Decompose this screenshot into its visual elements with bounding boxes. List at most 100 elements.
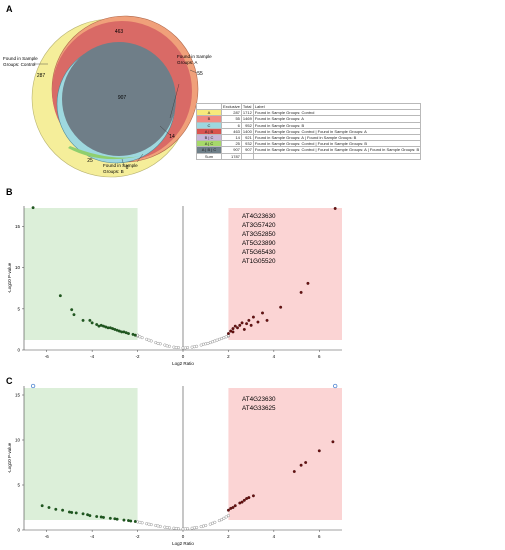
ns-point	[156, 341, 160, 345]
up-point	[299, 463, 303, 467]
table-row: C 6 952 Found in Sample Groups: B	[196, 121, 422, 129]
panel-letter-c: C	[6, 376, 13, 386]
down-point	[99, 515, 103, 519]
gene-annotation: AT3G57420	[242, 222, 276, 229]
panel-letter-a: A	[6, 4, 13, 14]
table-cell-label: Found in Sample Groups: B	[252, 121, 422, 129]
venn-count-a-only: 55	[197, 71, 203, 77]
x-tick-label: 4	[273, 354, 276, 359]
venn-set-label-b-line2: Groups: B	[103, 169, 124, 174]
upregulated-region	[228, 208, 342, 340]
table-cell-key: B	[196, 115, 222, 123]
table-cell-key: A	[196, 109, 222, 117]
ns-point	[156, 524, 160, 528]
table-header-exclusive: Exclusive	[221, 102, 242, 111]
up-point	[256, 320, 260, 324]
table-header-key	[196, 102, 222, 111]
down-point	[95, 515, 99, 518]
x-tick-label: -6	[45, 534, 49, 539]
y-tick-label: 0	[17, 528, 20, 533]
x-tick-label: 0	[182, 534, 185, 539]
venn-region-b-control	[68, 146, 140, 160]
down-point	[70, 308, 74, 312]
venn-count-all: 907	[118, 95, 127, 101]
gene-annotation: AT4G33625	[242, 405, 276, 412]
table-cell-key: A | C	[196, 140, 222, 148]
up-point	[292, 470, 296, 473]
ns-point	[215, 338, 219, 342]
venn-set-label-b: Found in Sample Groups: B	[103, 163, 139, 174]
gene-annotation: AT1G05520	[242, 258, 276, 265]
table-row: A | C 25 932 Found in Sample Groups: Con…	[196, 140, 422, 148]
up-point	[304, 461, 308, 464]
downregulated-region	[24, 208, 138, 340]
table-cell-total: 1469	[240, 115, 254, 123]
ns-point	[147, 338, 151, 342]
ns-point	[165, 344, 169, 348]
up-point	[240, 321, 244, 325]
ns-point	[211, 521, 215, 525]
venn-set-label-a: Found in Sample Groups: A	[177, 54, 213, 65]
leader-line-a-label	[169, 83, 180, 119]
table-cell-label: Found in Sample Groups: Control | Found …	[252, 127, 422, 136]
table-body: A 287 1712 Found in Sample Groups: Contr…	[196, 109, 422, 160]
up-point	[331, 440, 335, 444]
down-point	[122, 518, 126, 522]
table-row: Sum 1787	[196, 152, 422, 160]
up-point	[279, 305, 283, 309]
ns-point	[201, 342, 205, 346]
down-point	[104, 325, 108, 329]
down-point	[97, 324, 101, 328]
table-header-label: Label	[252, 102, 422, 111]
table-cell-key: A | B	[196, 127, 222, 136]
up-point	[233, 324, 237, 328]
down-point	[58, 294, 62, 298]
downregulated-region	[24, 388, 138, 520]
y-tick-label: 15	[15, 393, 21, 398]
table-cell-key: A | B | C	[196, 146, 222, 154]
x-tick-label: -6	[45, 354, 49, 359]
ns-point	[174, 526, 178, 530]
gene-annotation: AT3G52850	[242, 231, 276, 238]
down-point	[127, 519, 130, 522]
table-cell-label: Found in Sample Groups: A	[252, 115, 422, 123]
x-tick-label: -2	[136, 534, 140, 539]
table-cell-key: C	[196, 121, 222, 129]
table-cell-key: Sum	[196, 152, 222, 160]
venn-diagram: 463 287 907 55 14 25 6 Found in Sample G…	[3, 15, 213, 178]
x-axis-label: Log2 Ratio	[172, 361, 194, 366]
x-tick-label: 2	[227, 354, 230, 359]
table-cell-key: B | C	[196, 133, 222, 142]
y-tick-label: 15	[15, 224, 21, 229]
down-point	[47, 506, 51, 509]
table-row: A 287 1712 Found in Sample Groups: Contr…	[196, 109, 422, 117]
up-point	[317, 449, 321, 453]
y-tick-label: 5	[17, 306, 20, 311]
ns-point	[147, 522, 151, 526]
x-tick-label: 0	[182, 354, 185, 359]
ns-point	[224, 515, 228, 519]
down-point	[120, 330, 124, 334]
table-cell-exclusive: 287	[221, 109, 242, 117]
ns-point	[226, 514, 230, 518]
ns-point	[174, 346, 178, 350]
ns-point	[138, 520, 142, 524]
y-tick-label: 10	[15, 438, 21, 443]
venn-count-a-b: 14	[169, 134, 175, 140]
down-point	[31, 206, 35, 210]
up-point	[249, 323, 253, 327]
ns-point	[138, 335, 142, 339]
up-point	[238, 323, 242, 327]
volcano-plot-c: -6 -4 -2 0 2 4 6 0 5 10 15 Log2 Ratio -Log10 P-value…	[7, 383, 342, 546]
up-point	[242, 498, 246, 502]
down-point	[124, 331, 128, 335]
down-point	[74, 511, 78, 515]
y-axis-label: -Log10 P-value	[7, 442, 12, 473]
table-cell-label	[252, 152, 422, 160]
table-cell-total: 1712	[240, 109, 254, 117]
gene-annotation: AT5G65430	[242, 249, 276, 256]
gene-annotation: AT4G23630	[242, 396, 276, 403]
up-point	[251, 494, 255, 498]
venn-set-label-control-line2: Groups: Control	[3, 62, 35, 67]
x-tick-label: -4	[90, 354, 94, 359]
